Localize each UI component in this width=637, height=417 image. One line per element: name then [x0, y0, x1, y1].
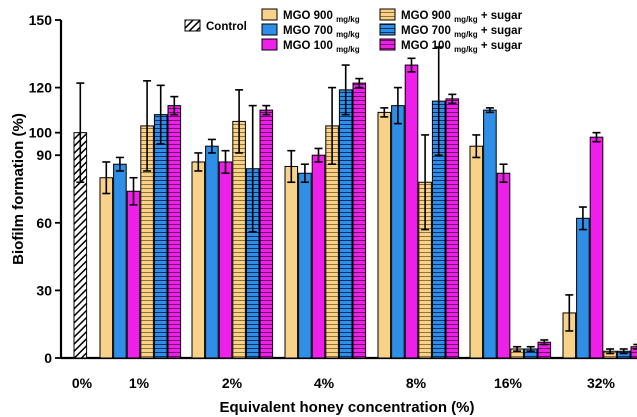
bar-s5-4pct — [353, 83, 366, 358]
y-tick-label: 100 — [29, 125, 53, 141]
y-axis-title: Biofilm formation (%) — [10, 113, 27, 265]
x-tick-label: 2% — [222, 375, 243, 391]
x-tick-label: 8% — [406, 375, 427, 391]
y-axis-label: Biofilm formation (%) — [10, 113, 27, 265]
legend-name: MGO 700 — [401, 25, 454, 37]
bar-s0-4pct — [285, 166, 298, 358]
bar-s0-1pct — [100, 178, 113, 358]
y-tick-label: 90 — [36, 147, 52, 163]
legend-unit: mg/kg — [336, 45, 360, 54]
x-tick-label: 0% — [72, 375, 93, 391]
x-tick-label: 1% — [129, 375, 150, 391]
bar-s2-1pct — [127, 191, 140, 358]
legend-label-s1: MGO 700 mg/kg — [283, 25, 360, 39]
bar-s1-4pct — [299, 173, 312, 358]
legend-unit: mg/kg — [454, 30, 478, 39]
legend-unit: mg/kg — [454, 15, 478, 24]
legend-swatch-control — [185, 20, 200, 31]
legend-swatch-s0 — [262, 9, 277, 20]
legend-swatch-s5 — [380, 39, 395, 50]
legend-name: MGO 900 — [401, 10, 454, 22]
bar-s1-1pct — [114, 164, 127, 358]
legend-swatch-s1 — [262, 24, 277, 35]
y-tick-label: 120 — [29, 80, 53, 96]
bar-s2-4pct — [312, 155, 325, 358]
legend-unit: mg/kg — [336, 30, 360, 39]
bar-s5-8pct — [446, 99, 459, 358]
bar-s2-2pct — [219, 162, 232, 358]
bar-s4-4pct — [339, 90, 352, 358]
y-tick-label: 150 — [29, 12, 53, 28]
legend-name: MGO 700 — [283, 25, 336, 37]
y-tick-label: 60 — [36, 215, 52, 231]
legend-label-control: Control — [206, 21, 247, 33]
bar-s1-16pct — [484, 110, 497, 358]
legend-label-s3: MGO 900 mg/kg + sugar — [401, 10, 523, 24]
legend-label-s5: MGO 100 mg/kg + sugar — [401, 40, 523, 54]
bar-s4-1pct — [154, 115, 167, 358]
bar-s3-2pct — [233, 121, 246, 358]
legend-label-s0: MGO 900 mg/kg — [283, 10, 360, 24]
bar-s5-2pct — [260, 110, 273, 358]
plot-area: 0 30 60 90 100 120 150 0% 1% 2% 4% 8% 16% 32% — [29, 12, 637, 391]
bar-s2-8pct — [405, 65, 418, 358]
x-tick-label: 32% — [587, 375, 616, 391]
legend-suffix: + sugar — [478, 25, 523, 37]
legend-swatch-s2 — [262, 39, 277, 50]
legend-name: MGO 900 — [283, 10, 336, 22]
legend-suffix: + sugar — [478, 10, 523, 22]
legend-name: MGO 100 — [283, 40, 336, 52]
bar-s0-2pct — [192, 162, 205, 358]
y-tick-label: 30 — [36, 282, 52, 298]
legend-label-s4: MGO 700 mg/kg + sugar — [401, 25, 523, 39]
bar-s0-8pct — [378, 112, 391, 358]
legend-swatch-s3 — [380, 9, 395, 20]
legend-unit: mg/kg — [336, 15, 360, 24]
legend-swatch-s4 — [380, 24, 395, 35]
bar-s5-1pct — [168, 106, 181, 358]
bar-s2-32pct — [590, 137, 603, 358]
legend-label-s2: MGO 100 mg/kg — [283, 40, 360, 54]
x-tick-label: 16% — [494, 375, 523, 391]
legend-name: MGO 100 — [401, 40, 454, 52]
legend-unit: mg/kg — [454, 45, 478, 54]
bar-s2-16pct — [497, 173, 510, 358]
bar-s1-2pct — [206, 146, 219, 358]
bar-s0-16pct — [470, 146, 483, 358]
bar-s1-8pct — [392, 106, 405, 358]
x-tick-label: 4% — [314, 375, 335, 391]
bar-s1-32pct — [577, 218, 590, 358]
y-tick-label: 0 — [44, 350, 52, 366]
legend-suffix: + sugar — [478, 40, 523, 52]
x-axis-label: Equivalent honey concentration (%) — [219, 399, 474, 416]
